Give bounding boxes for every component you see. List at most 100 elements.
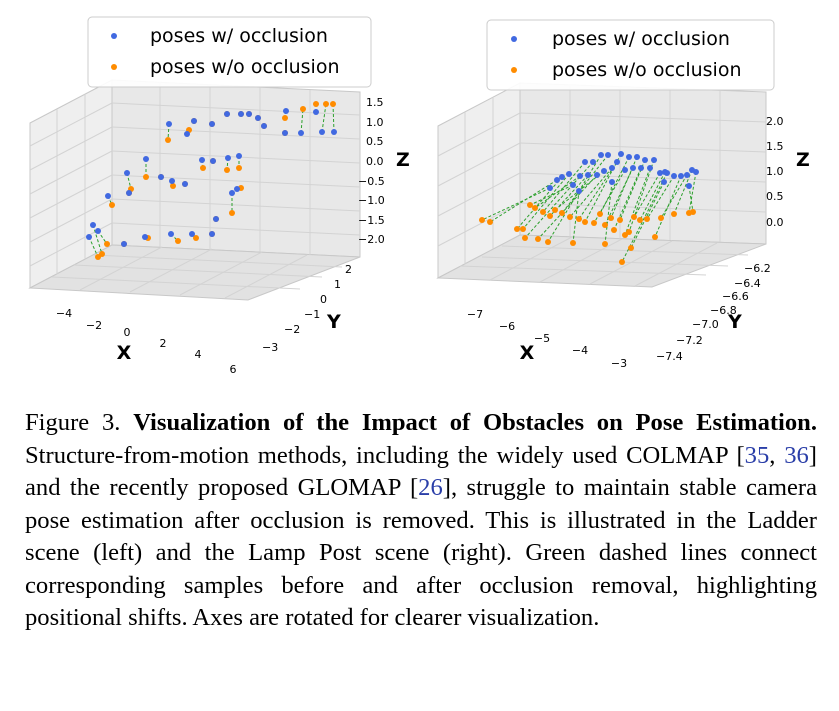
ladder-point-clean (224, 167, 230, 173)
ladder-point-clean (99, 251, 105, 257)
ladder-z-ticks: 1.5 1.0 0.5 0.0 −0.5 −1.0 −1.5 −2.0 (358, 96, 385, 246)
lamppost-point-occluded (647, 165, 653, 171)
ladder-x-tick: 2 (160, 337, 167, 350)
ladder-x-tick: 0 (124, 326, 131, 339)
ladder-point-occluded (236, 153, 242, 159)
lamppost-y-tick: −6.2 (744, 262, 771, 275)
lamppost-correspondence-line (688, 185, 694, 213)
lamppost-point-clean (576, 216, 582, 222)
lamppost-correspondence-line (529, 184, 574, 206)
plot-lamppost: −7 −6 −5 −4 −3 X −6.2 −6.4 −6.6 −6.8 −7.… (436, 19, 810, 370)
ladder-point-occluded (210, 158, 216, 164)
plot-ladder: −4 −2 0 2 4 6 X 2 1 0 −1 −2 −3 Y 1.5 1.0… (28, 16, 410, 376)
legend-label-occluded: poses w/ occlusion (150, 25, 328, 47)
lamppost-point-clean (690, 209, 696, 215)
ladder-point-occluded (313, 109, 319, 115)
ladder-point-occluded (261, 123, 267, 129)
ladder-z-tick: 0.0 (366, 155, 384, 168)
lamppost-correspondence-line (654, 175, 682, 238)
lamppost-point-clean (552, 207, 558, 213)
lamppost-correspondence-line (639, 171, 666, 221)
legend-marker-occluded (511, 36, 517, 42)
lamppost-point-occluded (594, 172, 600, 178)
lamppost-y-tick: −7.0 (692, 318, 719, 331)
lamppost-point-occluded (605, 152, 611, 158)
ladder-z-tick: −2.0 (358, 233, 385, 246)
caption-text: Structure-from-motion methods, including… (25, 441, 745, 469)
lamppost-correspondence-line (599, 156, 630, 215)
lamppost-point-occluded (570, 182, 576, 188)
citation-link[interactable]: 35 (744, 441, 770, 469)
ladder-point-clean (193, 235, 199, 241)
lamppost-x-tick: −4 (572, 344, 588, 357)
ladder-z-tick: 1.0 (366, 116, 384, 129)
lamppost-point-clean (658, 215, 664, 221)
ladder-x-ticks: −4 −2 0 2 4 6 (56, 307, 237, 376)
lamppost-point-clean (626, 229, 632, 235)
lamppost-z-ticks: 2.0 1.5 1.0 0.5 0.0 (766, 115, 784, 229)
lamppost-point-clean (547, 213, 553, 219)
legend-label-clean: poses w/o occlusion (552, 59, 742, 81)
lamppost-points (479, 151, 699, 265)
lamppost-point-clean (540, 209, 546, 215)
lamppost-point-occluded (638, 165, 644, 171)
ladder-z-tick: −0.5 (358, 175, 385, 188)
lamppost-point-occluded (678, 173, 684, 179)
lamppost-point-clean (637, 217, 643, 223)
caption-text: ] and the recently proposed GLOMAP [ (25, 441, 817, 502)
lamppost-correspondence-line (537, 174, 598, 240)
ladder-point-clean (170, 183, 176, 189)
ladder-x-tick: −2 (86, 319, 102, 332)
lamppost-point-clean (671, 211, 677, 217)
lamppost-x-tick: −3 (611, 357, 627, 370)
ladder-point-occluded (184, 131, 190, 137)
citation-link[interactable]: 36 (784, 441, 809, 469)
ladder-point-clean (236, 165, 242, 171)
lamppost-point-occluded (614, 159, 620, 165)
ladder-point-occluded (282, 130, 288, 136)
lamppost-point-occluded (577, 173, 583, 179)
lamppost-point-clean (619, 259, 625, 265)
lamppost-z-axis-label: Z (796, 149, 810, 171)
lamppost-point-clean (479, 217, 485, 223)
lamppost-point-occluded (664, 170, 670, 176)
lamppost-correspondence-line (569, 167, 613, 218)
legend-box (486, 19, 775, 91)
legend-marker-clean (511, 67, 517, 73)
ladder-y-tick: −1 (304, 308, 320, 321)
ladder-point-clean (229, 210, 235, 216)
lamppost-correspondence-line (673, 169, 693, 215)
ladder-point-occluded (209, 231, 215, 237)
ladder-y-tick: 1 (334, 278, 341, 291)
lamppost-correspondence-line (584, 153, 622, 223)
lamppost-y-tick: −6.4 (734, 277, 761, 290)
lamppost-correspondence-line (516, 176, 563, 230)
lamppost-point-clean (567, 214, 573, 220)
lamppost-point-occluded (684, 172, 690, 178)
ladder-point-clean (109, 202, 115, 208)
lamppost-point-clean (520, 226, 526, 232)
caption-text: ], struggle to maintain stable camera po… (25, 474, 817, 631)
ladder-point-occluded (189, 231, 195, 237)
figure-panels: −4 −2 0 2 4 6 X 2 1 0 −1 −2 −3 Y 1.5 1.0… (28, 16, 810, 376)
lamppost-correspondence-line (628, 159, 655, 233)
ladder-point-clean (143, 174, 149, 180)
lamppost-x-tick: −5 (534, 332, 550, 345)
ladder-point-occluded (319, 129, 325, 135)
ladder-y-tick: 2 (345, 263, 352, 276)
ladder-y-tick: −2 (284, 323, 300, 336)
ladder-point-occluded (199, 157, 205, 163)
lamppost-point-occluded (590, 159, 596, 165)
ladder-point-occluded (331, 129, 337, 135)
legend-label-clean: poses w/o occlusion (150, 56, 340, 78)
lamppost-correspondence-line (688, 171, 697, 214)
lamppost-point-clean (522, 235, 528, 241)
ladder-point-occluded (105, 193, 111, 199)
ladder-z-axis-label: Z (396, 149, 410, 171)
legend-box (87, 16, 372, 88)
ladder-point-clean (323, 101, 329, 107)
lamppost-correspondence-line (646, 175, 675, 220)
lamppost-correspondence-line (604, 181, 613, 245)
lamppost-point-occluded (651, 157, 657, 163)
citation-link[interactable]: 26 (418, 474, 443, 501)
